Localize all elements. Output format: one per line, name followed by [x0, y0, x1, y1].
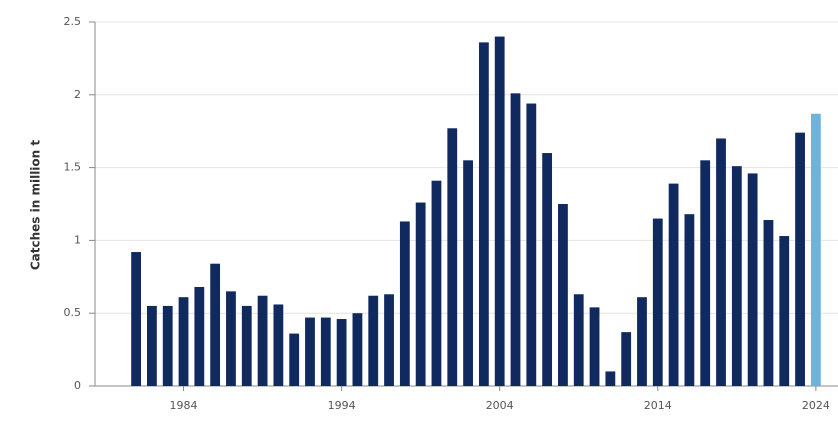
bar	[257, 295, 268, 386]
bar	[573, 294, 584, 386]
bar	[320, 317, 331, 386]
bar	[637, 297, 647, 386]
bar	[399, 221, 410, 386]
bar	[763, 220, 774, 386]
bar	[368, 295, 379, 386]
bar	[494, 36, 505, 387]
bar	[731, 166, 742, 386]
bar	[526, 103, 537, 386]
y-tick-label: 0.5	[64, 306, 82, 319]
y-tick-label: 1	[74, 233, 81, 246]
bar	[621, 332, 632, 386]
bar	[510, 93, 521, 387]
y-tick-label: 0	[74, 379, 81, 392]
bar	[795, 132, 805, 386]
x-tick-label: 1994	[328, 399, 356, 412]
bar	[652, 218, 663, 386]
y-axis-title: Catches in million t	[29, 140, 43, 271]
bar	[241, 305, 252, 386]
bar	[668, 183, 679, 386]
bar	[810, 113, 821, 386]
bar	[589, 307, 600, 386]
bar	[542, 153, 553, 386]
x-tick-label: 2004	[486, 399, 514, 412]
y-tick-label: 2.5	[64, 15, 82, 28]
bar	[194, 286, 205, 386]
y-tick-label: 1.5	[64, 161, 82, 174]
bar	[305, 317, 315, 386]
bar	[226, 291, 236, 386]
x-tick-label: 2014	[644, 399, 672, 412]
bar	[684, 214, 695, 386]
bar	[747, 173, 758, 386]
x-tick-label: 1984	[170, 399, 198, 412]
bar	[384, 294, 394, 386]
bar	[210, 263, 221, 386]
x-tick-label: 2024	[802, 399, 830, 412]
y-tick-label: 2	[74, 88, 81, 101]
bar	[478, 42, 489, 386]
bar	[352, 313, 363, 386]
bar	[431, 180, 442, 386]
bar	[336, 319, 347, 386]
bar	[605, 371, 616, 386]
bar	[273, 304, 284, 386]
bar	[162, 305, 173, 386]
bar	[463, 160, 473, 386]
bar	[147, 305, 157, 386]
bar	[700, 160, 711, 386]
bar	[716, 138, 726, 386]
bar	[131, 252, 142, 386]
bar	[289, 333, 300, 386]
bar	[447, 128, 458, 386]
bar	[178, 297, 189, 386]
bar	[415, 202, 426, 386]
bar	[558, 204, 568, 386]
bar	[779, 236, 790, 386]
